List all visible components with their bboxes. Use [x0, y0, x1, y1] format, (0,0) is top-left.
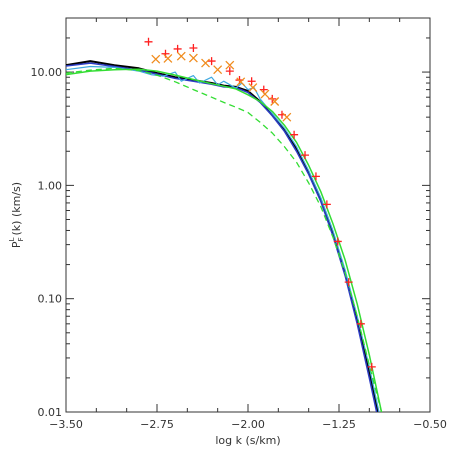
cross-marker [270, 97, 280, 106]
y-tick-label: 10.00 [31, 66, 63, 79]
plot-frame [65, 17, 431, 413]
series-group [66, 60, 383, 412]
plus-marker [144, 37, 153, 46]
y-tick-label: 0.01 [38, 406, 63, 419]
cross-marker [188, 53, 198, 63]
y-tick-label: 1.00 [38, 179, 63, 192]
series-line-5 [66, 67, 383, 412]
plus-marker [301, 151, 310, 160]
plus-marker [189, 44, 198, 53]
cross-marker [225, 60, 235, 70]
marker-group [144, 37, 376, 371]
cross-marker [163, 53, 173, 63]
series-line-2 [66, 62, 378, 412]
x-axis-label: log k (s/km) [215, 434, 280, 447]
cross-marker [213, 65, 223, 75]
cross-marker [260, 89, 270, 99]
series-line-3 [66, 65, 380, 412]
x-tick-label: −2.00 [231, 418, 265, 431]
cross-marker [248, 83, 258, 93]
x-tick-label: −2.75 [140, 418, 174, 431]
cross-marker [201, 58, 210, 68]
plus-marker [173, 44, 182, 53]
plus-marker [311, 172, 320, 181]
y-tick-label: 0.10 [38, 293, 63, 306]
x-tick-label: −1.25 [322, 418, 356, 431]
series-line-1 [66, 60, 379, 412]
plus-marker [207, 57, 216, 66]
cross-marker [236, 77, 246, 87]
plus-marker [344, 278, 353, 287]
plus-marker [290, 130, 299, 139]
cross-marker [151, 54, 161, 64]
cross-marker [282, 112, 292, 122]
plus-marker [356, 319, 365, 328]
cross-marker [176, 51, 186, 61]
plus-marker [333, 237, 342, 246]
axis-ticks: −3.50 −2.75 −2.00 −1.25 −0.50 10.00 1.00 0.10 0.… [31, 17, 447, 431]
plus-marker [322, 200, 331, 209]
y-axis-label: PFL(k) (km/s) [8, 182, 25, 248]
plus-marker [247, 77, 256, 86]
x-tick-label: −0.50 [413, 418, 447, 431]
plus-marker [367, 362, 376, 371]
x-tick-label: −3.50 [49, 418, 83, 431]
plus-marker [225, 67, 234, 76]
